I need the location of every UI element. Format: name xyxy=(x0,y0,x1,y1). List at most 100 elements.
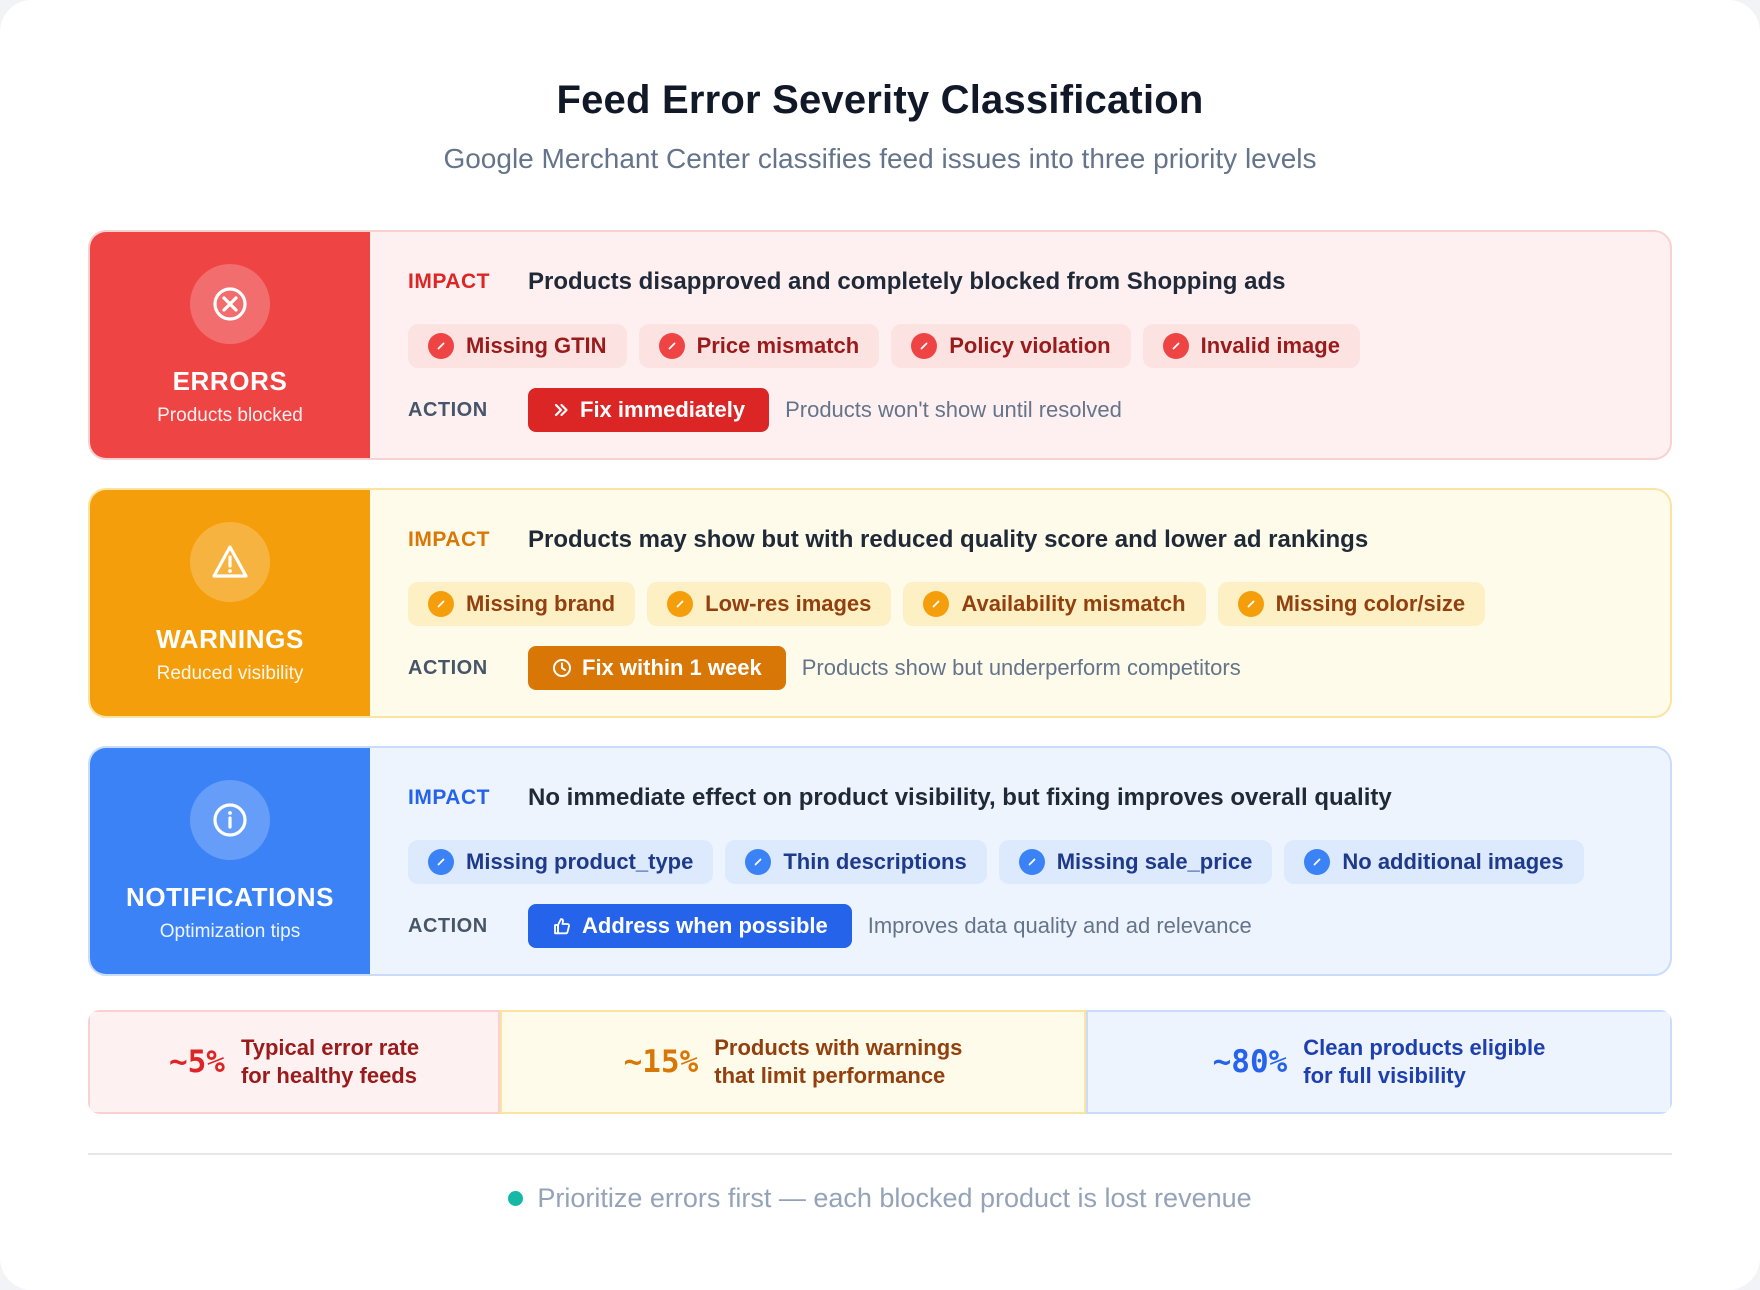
slash-icon xyxy=(1162,333,1189,359)
chip-row: Missing product_type Thin descriptions M… xyxy=(408,840,1632,884)
stat-line: Clean products eligible xyxy=(1303,1035,1546,1060)
chip-label: Missing color/size xyxy=(1275,591,1466,616)
slash-icon xyxy=(1018,849,1045,875)
stat-value: ~5% xyxy=(168,1044,225,1080)
x-circle-icon xyxy=(190,263,270,344)
action-row: ACTION Fix immediately Products won't sh… xyxy=(408,388,1632,432)
stat-errors: ~5% Typical error rate for healthy feeds xyxy=(88,1010,500,1114)
impact-row: IMPACT No immediate effect on product vi… xyxy=(408,780,1632,816)
chip-label: Availability mismatch xyxy=(961,591,1186,616)
issue-chip: Thin descriptions xyxy=(725,840,987,884)
chip-label: Thin descriptions xyxy=(783,849,967,874)
tier-description: Products blocked xyxy=(157,404,303,426)
tier-body: IMPACT No immediate effect on product vi… xyxy=(370,748,1670,974)
chip-label: Invalid image xyxy=(1200,333,1340,358)
stat-value: ~15% xyxy=(623,1044,699,1080)
fix-immediately-button[interactable]: Fix immediately xyxy=(528,388,770,432)
fix-within-week-button[interactable]: Fix within 1 week xyxy=(528,646,786,690)
impact-text: No immediate effect on product visibilit… xyxy=(528,784,1392,811)
slash-icon xyxy=(658,333,685,359)
chip-label: Low-res images xyxy=(705,591,872,616)
slash-icon xyxy=(667,591,694,617)
page-subtitle: Google Merchant Center classifies feed i… xyxy=(443,143,1317,174)
tier-body: IMPACT Products may show but with reduce… xyxy=(370,490,1670,716)
tier-body: IMPACT Products disapproved and complete… xyxy=(370,232,1670,458)
action-label: ACTION xyxy=(408,398,488,421)
issue-chip: Missing product_type xyxy=(408,840,714,884)
stat-line: that limit performance xyxy=(714,1063,946,1088)
stat-value: ~80% xyxy=(1212,1044,1288,1080)
page-title: Feed Error Severity Classification xyxy=(556,78,1204,122)
issue-chip: Low-res images xyxy=(647,582,892,626)
chip-label: Missing sale_price xyxy=(1056,849,1253,874)
chip-label: Price mismatch xyxy=(696,333,860,358)
slash-icon xyxy=(1304,849,1331,875)
tier-side: WARNINGS Reduced visibility xyxy=(90,490,370,716)
slash-icon xyxy=(428,333,454,359)
stat-line: for healthy feeds xyxy=(240,1063,417,1088)
chip-row: Missing GTIN Price mismatch Policy viola… xyxy=(408,324,1632,368)
tier-errors: ERRORS Products blocked IMPACT Products … xyxy=(88,230,1672,460)
chip-label: No additional images xyxy=(1342,849,1564,874)
impact-label: IMPACT xyxy=(408,270,490,293)
header: Feed Error Severity Classification Googl… xyxy=(0,78,1760,175)
tier-side: NOTIFICATIONS Optimization tips xyxy=(90,748,370,974)
chip-label: Missing product_type xyxy=(466,849,694,874)
button-label: Fix immediately xyxy=(580,397,746,422)
stat-line: Products with warnings xyxy=(714,1035,963,1060)
bullet-dot-icon xyxy=(508,1191,524,1206)
slash-icon xyxy=(428,849,454,875)
button-label: Fix within 1 week xyxy=(582,655,762,680)
slash-icon xyxy=(1237,591,1264,617)
footer-text: Prioritize errors first — each blocked p… xyxy=(537,1183,1252,1213)
stat-description: Clean products eligible for full visibil… xyxy=(1303,1034,1545,1090)
tier-description: Optimization tips xyxy=(159,920,301,942)
action-note: Products won't show until resolved xyxy=(785,397,1122,422)
chip-label: Missing brand xyxy=(466,591,616,616)
action-note: Improves data quality and ad relevance xyxy=(867,913,1252,938)
tier-description: Reduced visibility xyxy=(156,662,304,684)
action-row: ACTION Fix within 1 week Products show b… xyxy=(408,646,1632,690)
chip-label: Policy violation xyxy=(949,333,1111,358)
warning-triangle-icon xyxy=(190,521,270,602)
stat-warnings: ~15% Products with warnings that limit p… xyxy=(500,1010,1086,1114)
thumbs-up-icon xyxy=(554,918,570,935)
slash-icon xyxy=(745,849,772,875)
slash-icon xyxy=(923,591,950,617)
stat-description: Typical error rate for healthy feeds xyxy=(241,1034,419,1090)
issue-chip: Price mismatch xyxy=(638,324,880,368)
divider xyxy=(88,1153,1672,1155)
stat-line: Typical error rate xyxy=(240,1035,420,1060)
tier-name: ERRORS xyxy=(172,365,288,396)
footer-note: Prioritize errors first — each blocked p… xyxy=(0,1183,1760,1214)
button-label: Address when possible xyxy=(582,913,828,938)
action-note: Products show but underperform competito… xyxy=(801,655,1241,680)
tier-side: ERRORS Products blocked xyxy=(90,232,370,458)
action-label: ACTION xyxy=(408,656,488,679)
action-row: ACTION Address when possible Improves da… xyxy=(408,904,1632,948)
impact-label: IMPACT xyxy=(408,528,490,551)
chip-label: Missing GTIN xyxy=(466,333,607,358)
impact-label: IMPACT xyxy=(408,786,490,809)
address-when-possible-button[interactable]: Address when possible xyxy=(528,904,852,948)
stat-description: Products with warnings that limit perfor… xyxy=(714,1034,962,1090)
tier-warnings: WARNINGS Reduced visibility IMPACT Produ… xyxy=(88,488,1672,718)
double-chevron-right-icon xyxy=(554,403,568,417)
action-label: ACTION xyxy=(408,914,488,937)
info-circle-icon xyxy=(190,779,270,860)
slash-icon xyxy=(428,591,454,617)
impact-row: IMPACT Products may show but with reduce… xyxy=(408,522,1632,558)
impact-text: Products disapproved and completely bloc… xyxy=(528,268,1286,295)
stat-clean: ~80% Clean products eligible for full vi… xyxy=(1086,1010,1672,1114)
stat-line: for full visibility xyxy=(1303,1063,1466,1088)
clock-icon xyxy=(553,659,571,677)
impact-text: Products may show but with reduced quali… xyxy=(528,526,1369,553)
chip-row: Missing brand Low-res images Availabilit… xyxy=(408,582,1632,626)
issue-chip: Policy violation xyxy=(891,324,1131,368)
tier-name: NOTIFICATIONS xyxy=(125,881,335,912)
tier-name: WARNINGS xyxy=(156,623,304,654)
slash-icon xyxy=(911,333,938,359)
issue-chip: Missing color/size xyxy=(1217,582,1486,626)
issue-chip: Missing brand xyxy=(408,582,636,626)
